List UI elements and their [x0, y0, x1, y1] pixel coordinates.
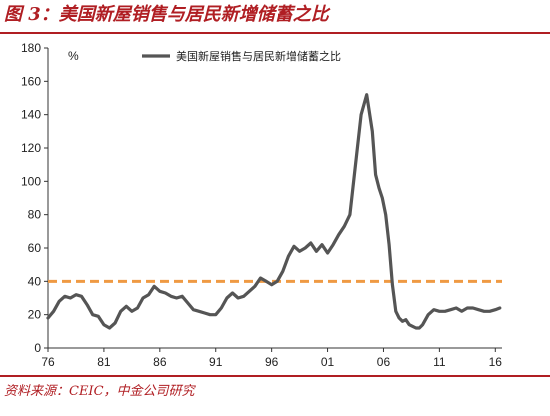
y-tick-label: 40 — [28, 274, 42, 288]
y-tick-label: 80 — [28, 208, 42, 222]
figure-title: 图 3：美国新屋销售与居民新增储蓄之比 — [4, 4, 329, 25]
source-note: 资料来源：CEIC，中金公司研究 — [4, 384, 195, 399]
y-unit-label: % — [68, 49, 79, 63]
y-tick-label: 120 — [21, 141, 41, 155]
chart-axes: 0 20 40 60 80 100 120 140 160 180% 76 81 86 91 96 01 06 1… — [21, 41, 502, 369]
line-chart: 0 20 40 60 80 100 120 140 160 180% 76 81 86 91 96 01 06 1… — [21, 41, 502, 369]
x-tick-label: 16 — [489, 355, 503, 369]
series-group — [46, 93, 502, 330]
x-tick-label: 96 — [265, 355, 279, 369]
y-tick-label: 160 — [21, 74, 41, 88]
y-tick-label: 180 — [21, 41, 41, 55]
x-tick-label: 86 — [153, 355, 167, 369]
x-tick-label: 01 — [321, 355, 335, 369]
x-tick-label: 76 — [41, 355, 55, 369]
y-tick-label: 140 — [21, 108, 41, 122]
title-rule — [0, 32, 550, 34]
source-rule — [0, 375, 550, 377]
y-tick-label: 100 — [21, 174, 41, 188]
y-tick-label: 60 — [28, 241, 42, 255]
x-tick-label: 11 — [433, 355, 446, 369]
legend-label: 美国新屋销售与居民新增储蓄之比 — [176, 49, 341, 63]
x-tick-label: 81 — [97, 355, 111, 369]
legend: 美国新屋销售与居民新增储蓄之比 — [142, 49, 341, 63]
x-tick-label: 06 — [377, 355, 391, 369]
y-tick-label: 0 — [34, 341, 41, 355]
x-tick-label: 91 — [209, 355, 223, 369]
y-tick-label: 20 — [28, 308, 42, 322]
series-line-0 — [46, 93, 502, 330]
